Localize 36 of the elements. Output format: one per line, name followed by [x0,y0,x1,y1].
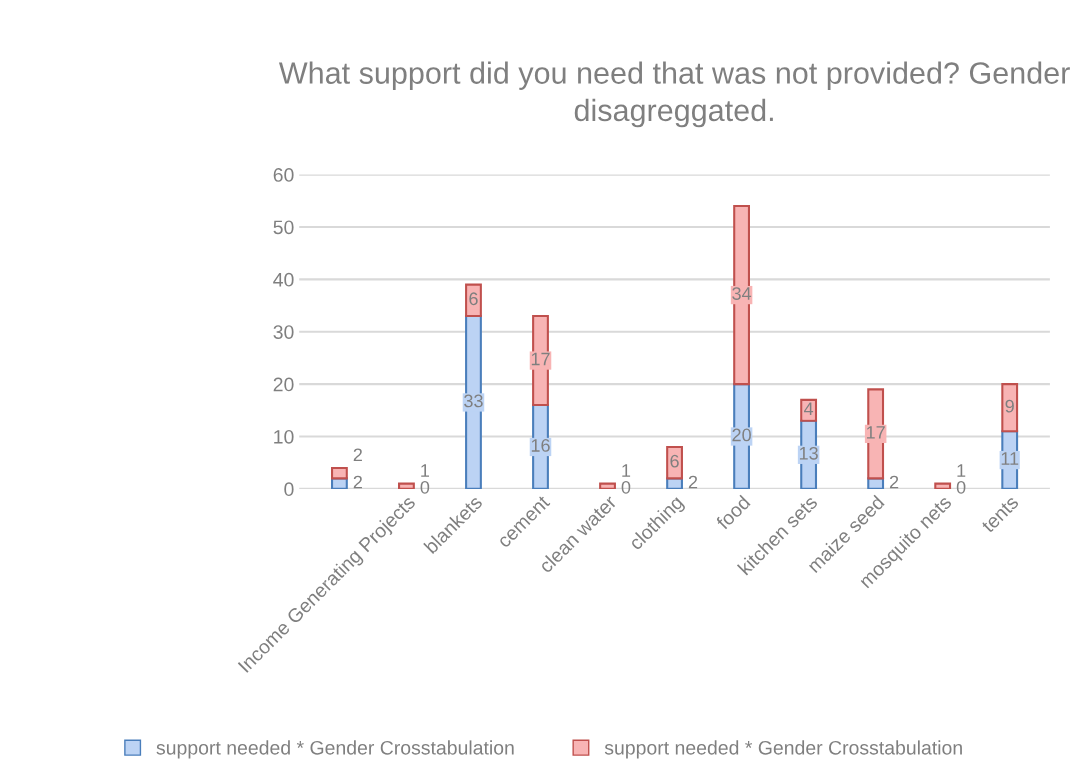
legend-label: support needed * Gender Crosstabulation [156,740,514,759]
data-label: 1 [421,464,430,477]
data-label: 2 [353,475,362,489]
data-label: 2 [688,475,698,489]
data-label: 2 [889,475,899,489]
data-label: 0 [420,480,430,494]
data-label: 1 [622,464,631,477]
bar [934,482,952,489]
chart-title: What support did you need that was not provided? Gender disagreggated. [278,61,1070,128]
data-label: 6 [469,292,478,306]
data-label: 13 [799,446,818,460]
data-label: 9 [1005,399,1014,413]
data-label: 17 [866,426,885,439]
legend-label: support needed * Gender Crosstabulation [604,740,962,759]
bar [331,466,348,480]
bar [398,482,415,489]
data-label: 0 [956,480,966,494]
data-label: 34 [732,287,752,300]
y-tick-label: 40 [273,272,294,287]
data-label: 4 [804,402,814,415]
y-tick-label: 50 [273,220,294,235]
bar [599,482,616,489]
data-label: 11 [1001,452,1019,465]
data-label: 6 [670,454,679,468]
data-label: 2 [353,448,362,462]
data-label: 0 [621,480,631,494]
y-tick-label: 0 [284,482,294,497]
y-tick-label: 30 [273,325,294,339]
y-tick-label: 60 [273,168,294,182]
y-tick-label: 20 [273,377,294,392]
y-tick-label: 10 [274,429,294,444]
data-label: 17 [531,352,550,366]
data-label: 20 [732,428,751,442]
data-label: 33 [464,394,483,408]
data-label: 16 [531,439,550,452]
data-label: 1 [957,464,966,477]
